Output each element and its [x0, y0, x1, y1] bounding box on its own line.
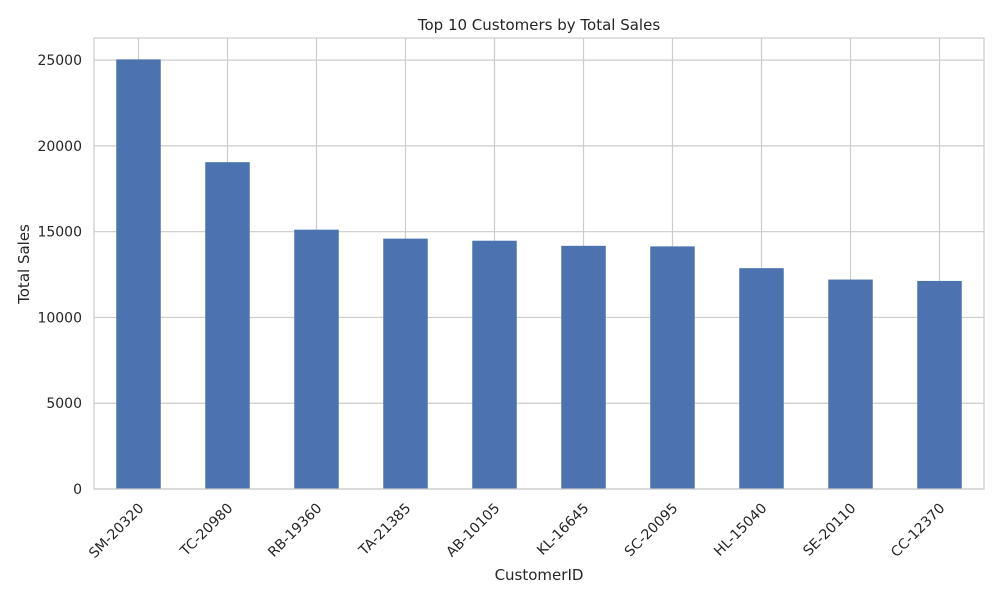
y-tick-labels: 0 5000 10000 15000 20000 25000: [37, 53, 82, 498]
y-tick-label: 20000: [37, 139, 82, 155]
bar-layer: [116, 59, 962, 489]
y-tick-label: 0: [73, 482, 82, 498]
chart-title: Top 10 Customers by Total Sales: [417, 16, 660, 34]
bar-sm-20320: [116, 59, 161, 489]
bar-se-20110: [828, 279, 873, 489]
y-tick-label: 15000: [37, 225, 82, 241]
bar-tc-20980: [205, 162, 250, 489]
y-tick-label: 10000: [37, 310, 82, 326]
bar-ab-10105: [472, 240, 517, 489]
bar-sc-20095: [650, 246, 695, 489]
x-tick-label: SM-20320: [86, 501, 147, 562]
y-tick-label: 5000: [46, 396, 82, 412]
x-tick-label: SC-20095: [622, 501, 682, 561]
x-tick-label: TA-21385: [355, 501, 414, 560]
bar-cc-12370: [917, 280, 962, 489]
x-tick-labels: SM-20320 TC-20980 RB-19360 TA-21385 AB-10105…: [86, 501, 948, 562]
x-tick-label: SE-20110: [800, 501, 859, 560]
x-tick-label: RB-19360: [265, 501, 325, 561]
bar-kl-16645: [561, 245, 606, 489]
y-tick-label: 25000: [37, 53, 82, 69]
x-tick-label: TC-20980: [177, 501, 236, 560]
x-tick-label: KL-16645: [534, 501, 592, 559]
x-tick-label: CC-12370: [888, 501, 948, 561]
plot-frame: [93, 37, 985, 490]
bar-ta-21385: [383, 238, 428, 489]
y-axis-label: Total Sales: [15, 224, 33, 305]
bar-hl-15040: [739, 268, 784, 489]
x-axis-label: CustomerID: [495, 566, 584, 584]
x-tick-label: AB-10105: [443, 501, 503, 561]
bar-rb-19360: [294, 229, 339, 489]
x-tick-label: HL-15040: [711, 501, 770, 560]
